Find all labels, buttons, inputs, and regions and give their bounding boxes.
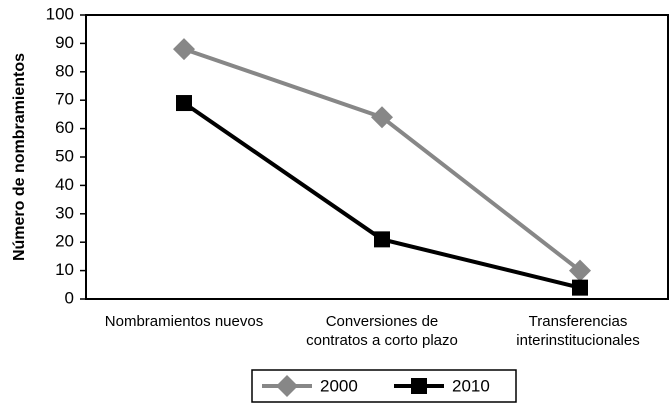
- legend-label: 2010: [452, 376, 490, 395]
- y-tick-label: 70: [55, 90, 74, 109]
- y-axis-title: Número de nombramientos: [11, 53, 28, 261]
- y-tick-label: 40: [55, 175, 74, 194]
- y-tick-label: 20: [55, 232, 74, 251]
- y-tick-label: 60: [55, 118, 74, 137]
- y-tick-label: 0: [65, 288, 74, 307]
- point: [569, 259, 591, 282]
- point: [176, 95, 192, 112]
- legend-label: 2000: [320, 376, 358, 395]
- point: [173, 38, 195, 61]
- x-tick-label: Transferencias interinstitucionales: [516, 313, 640, 349]
- point: [371, 106, 393, 129]
- point: [572, 279, 588, 296]
- legend-marker: [276, 375, 298, 397]
- y-tick-label: 50: [55, 146, 74, 165]
- plot-frame: [85, 14, 669, 300]
- legend-marker: [411, 378, 427, 394]
- y-tick-label: 10: [55, 260, 74, 279]
- y-tick-label: 30: [55, 203, 74, 222]
- x-tick-label: Nombramientos nuevos: [104, 313, 264, 330]
- point: [374, 231, 390, 248]
- y-tick-label: 100: [46, 4, 74, 23]
- y-tick-label: 90: [55, 33, 74, 52]
- series-line: [182, 101, 581, 290]
- y-tick-label: 80: [55, 61, 74, 80]
- x-tick-label: Conversiones de contratos a corto plazo: [306, 313, 458, 349]
